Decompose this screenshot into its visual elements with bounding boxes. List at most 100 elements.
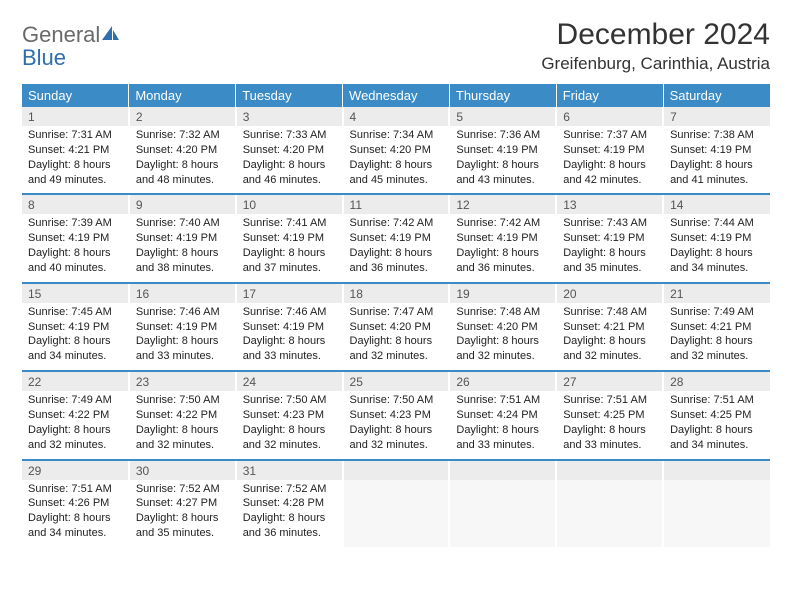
daylight-text-2: and 32 minutes.: [456, 349, 549, 364]
day-number-cell: 16: [129, 284, 236, 303]
daylight-text-1: Daylight: 8 hours: [136, 511, 229, 526]
sunrise-text: Sunrise: 7:47 AM: [350, 305, 443, 320]
sunset-text: Sunset: 4:19 PM: [563, 231, 656, 246]
sunrise-text: Sunrise: 7:52 AM: [243, 482, 336, 497]
day-content-cell: Sunrise: 7:43 AMSunset: 4:19 PMDaylight:…: [556, 214, 663, 281]
day-number-cell: [663, 461, 770, 480]
sunset-text: Sunset: 4:23 PM: [350, 408, 443, 423]
day-content-cell: Sunrise: 7:51 AMSunset: 4:25 PMDaylight:…: [663, 391, 770, 458]
day-content-cell: Sunrise: 7:39 AMSunset: 4:19 PMDaylight:…: [22, 214, 129, 281]
sunset-text: Sunset: 4:21 PM: [670, 320, 764, 335]
daylight-text-2: and 43 minutes.: [456, 173, 549, 188]
day-content-cell: Sunrise: 7:51 AMSunset: 4:25 PMDaylight:…: [556, 391, 663, 458]
day-content-cell: Sunrise: 7:51 AMSunset: 4:24 PMDaylight:…: [449, 391, 556, 458]
day-number-cell: 26: [449, 372, 556, 391]
day-number-row: 22232425262728: [22, 372, 770, 391]
day-number-cell: 25: [343, 372, 450, 391]
daylight-text-1: Daylight: 8 hours: [243, 511, 336, 526]
sunset-text: Sunset: 4:24 PM: [456, 408, 549, 423]
sunset-text: Sunset: 4:19 PM: [28, 320, 122, 335]
title-block: December 2024 Greifenburg, Carinthia, Au…: [541, 18, 770, 74]
daylight-text-2: and 33 minutes.: [456, 438, 549, 453]
weekday-header: Tuesday: [236, 84, 343, 107]
sunset-text: Sunset: 4:20 PM: [350, 143, 443, 158]
daylight-text-2: and 48 minutes.: [136, 173, 229, 188]
day-number-cell: 12: [449, 195, 556, 214]
day-number-row: 1234567: [22, 107, 770, 126]
daylight-text-2: and 37 minutes.: [243, 261, 336, 276]
weekday-header: Friday: [556, 84, 663, 107]
day-content-cell: Sunrise: 7:49 AMSunset: 4:21 PMDaylight:…: [663, 303, 770, 370]
sunrise-text: Sunrise: 7:48 AM: [456, 305, 549, 320]
sunrise-text: Sunrise: 7:51 AM: [670, 393, 764, 408]
weekday-header: Thursday: [449, 84, 556, 107]
day-number-cell: 10: [236, 195, 343, 214]
sunset-text: Sunset: 4:19 PM: [28, 231, 122, 246]
sunset-text: Sunset: 4:19 PM: [456, 143, 549, 158]
daylight-text-1: Daylight: 8 hours: [136, 334, 229, 349]
daylight-text-2: and 36 minutes.: [456, 261, 549, 276]
sunrise-text: Sunrise: 7:46 AM: [136, 305, 229, 320]
daylight-text-1: Daylight: 8 hours: [136, 158, 229, 173]
day-content-cell: Sunrise: 7:42 AMSunset: 4:19 PMDaylight:…: [343, 214, 450, 281]
daylight-text-1: Daylight: 8 hours: [670, 423, 764, 438]
day-number-cell: 28: [663, 372, 770, 391]
day-content-cell: Sunrise: 7:42 AMSunset: 4:19 PMDaylight:…: [449, 214, 556, 281]
daylight-text-1: Daylight: 8 hours: [456, 334, 549, 349]
daylight-text-2: and 32 minutes.: [350, 438, 443, 453]
daylight-text-2: and 45 minutes.: [350, 173, 443, 188]
day-content-cell: Sunrise: 7:50 AMSunset: 4:23 PMDaylight:…: [343, 391, 450, 458]
weekday-header-row: Sunday Monday Tuesday Wednesday Thursday…: [22, 84, 770, 107]
day-content-cell: Sunrise: 7:49 AMSunset: 4:22 PMDaylight:…: [22, 391, 129, 458]
day-number-cell: 21: [663, 284, 770, 303]
day-number-row: 891011121314: [22, 195, 770, 214]
sunrise-text: Sunrise: 7:32 AM: [136, 128, 229, 143]
day-number-cell: 23: [129, 372, 236, 391]
daylight-text-1: Daylight: 8 hours: [456, 158, 549, 173]
logo-blue: Blue: [22, 45, 66, 70]
daylight-text-1: Daylight: 8 hours: [670, 158, 764, 173]
sunrise-text: Sunrise: 7:46 AM: [243, 305, 336, 320]
day-number-cell: 29: [22, 461, 129, 480]
day-number-cell: 11: [343, 195, 450, 214]
daylight-text-1: Daylight: 8 hours: [28, 511, 122, 526]
sunrise-text: Sunrise: 7:52 AM: [136, 482, 229, 497]
sunset-text: Sunset: 4:19 PM: [670, 143, 764, 158]
day-content-cell: Sunrise: 7:50 AMSunset: 4:22 PMDaylight:…: [129, 391, 236, 458]
day-content-cell: Sunrise: 7:48 AMSunset: 4:21 PMDaylight:…: [556, 303, 663, 370]
logo-sail-icon: [100, 24, 120, 47]
day-content-cell: Sunrise: 7:46 AMSunset: 4:19 PMDaylight:…: [129, 303, 236, 370]
daylight-text-1: Daylight: 8 hours: [28, 334, 122, 349]
sunset-text: Sunset: 4:20 PM: [136, 143, 229, 158]
day-content-cell: Sunrise: 7:33 AMSunset: 4:20 PMDaylight:…: [236, 126, 343, 193]
sunrise-text: Sunrise: 7:50 AM: [350, 393, 443, 408]
day-content-cell: [449, 480, 556, 547]
daylight-text-1: Daylight: 8 hours: [243, 158, 336, 173]
daylight-text-2: and 38 minutes.: [136, 261, 229, 276]
day-content-cell: Sunrise: 7:34 AMSunset: 4:20 PMDaylight:…: [343, 126, 450, 193]
day-content-cell: Sunrise: 7:38 AMSunset: 4:19 PMDaylight:…: [663, 126, 770, 193]
daylight-text-1: Daylight: 8 hours: [350, 423, 443, 438]
daylight-text-2: and 36 minutes.: [350, 261, 443, 276]
daylight-text-2: and 34 minutes.: [28, 526, 122, 541]
day-content-cell: [343, 480, 450, 547]
sunrise-text: Sunrise: 7:45 AM: [28, 305, 122, 320]
logo-text-block: General Blue: [22, 24, 120, 70]
day-number-cell: 14: [663, 195, 770, 214]
calendar-body: 1234567Sunrise: 7:31 AMSunset: 4:21 PMDa…: [22, 107, 770, 547]
daylight-text-1: Daylight: 8 hours: [563, 423, 656, 438]
day-number-cell: 15: [22, 284, 129, 303]
sunrise-text: Sunrise: 7:51 AM: [456, 393, 549, 408]
daylight-text-1: Daylight: 8 hours: [350, 334, 443, 349]
sunset-text: Sunset: 4:19 PM: [670, 231, 764, 246]
logo: General Blue: [22, 18, 120, 70]
day-number-cell: 13: [556, 195, 663, 214]
daylight-text-1: Daylight: 8 hours: [243, 334, 336, 349]
day-content-row: Sunrise: 7:39 AMSunset: 4:19 PMDaylight:…: [22, 214, 770, 281]
header: General Blue December 2024 Greifenburg, …: [22, 18, 770, 74]
sunset-text: Sunset: 4:19 PM: [243, 231, 336, 246]
daylight-text-2: and 34 minutes.: [670, 261, 764, 276]
sunrise-text: Sunrise: 7:50 AM: [136, 393, 229, 408]
day-content-cell: Sunrise: 7:37 AMSunset: 4:19 PMDaylight:…: [556, 126, 663, 193]
daylight-text-2: and 33 minutes.: [563, 438, 656, 453]
